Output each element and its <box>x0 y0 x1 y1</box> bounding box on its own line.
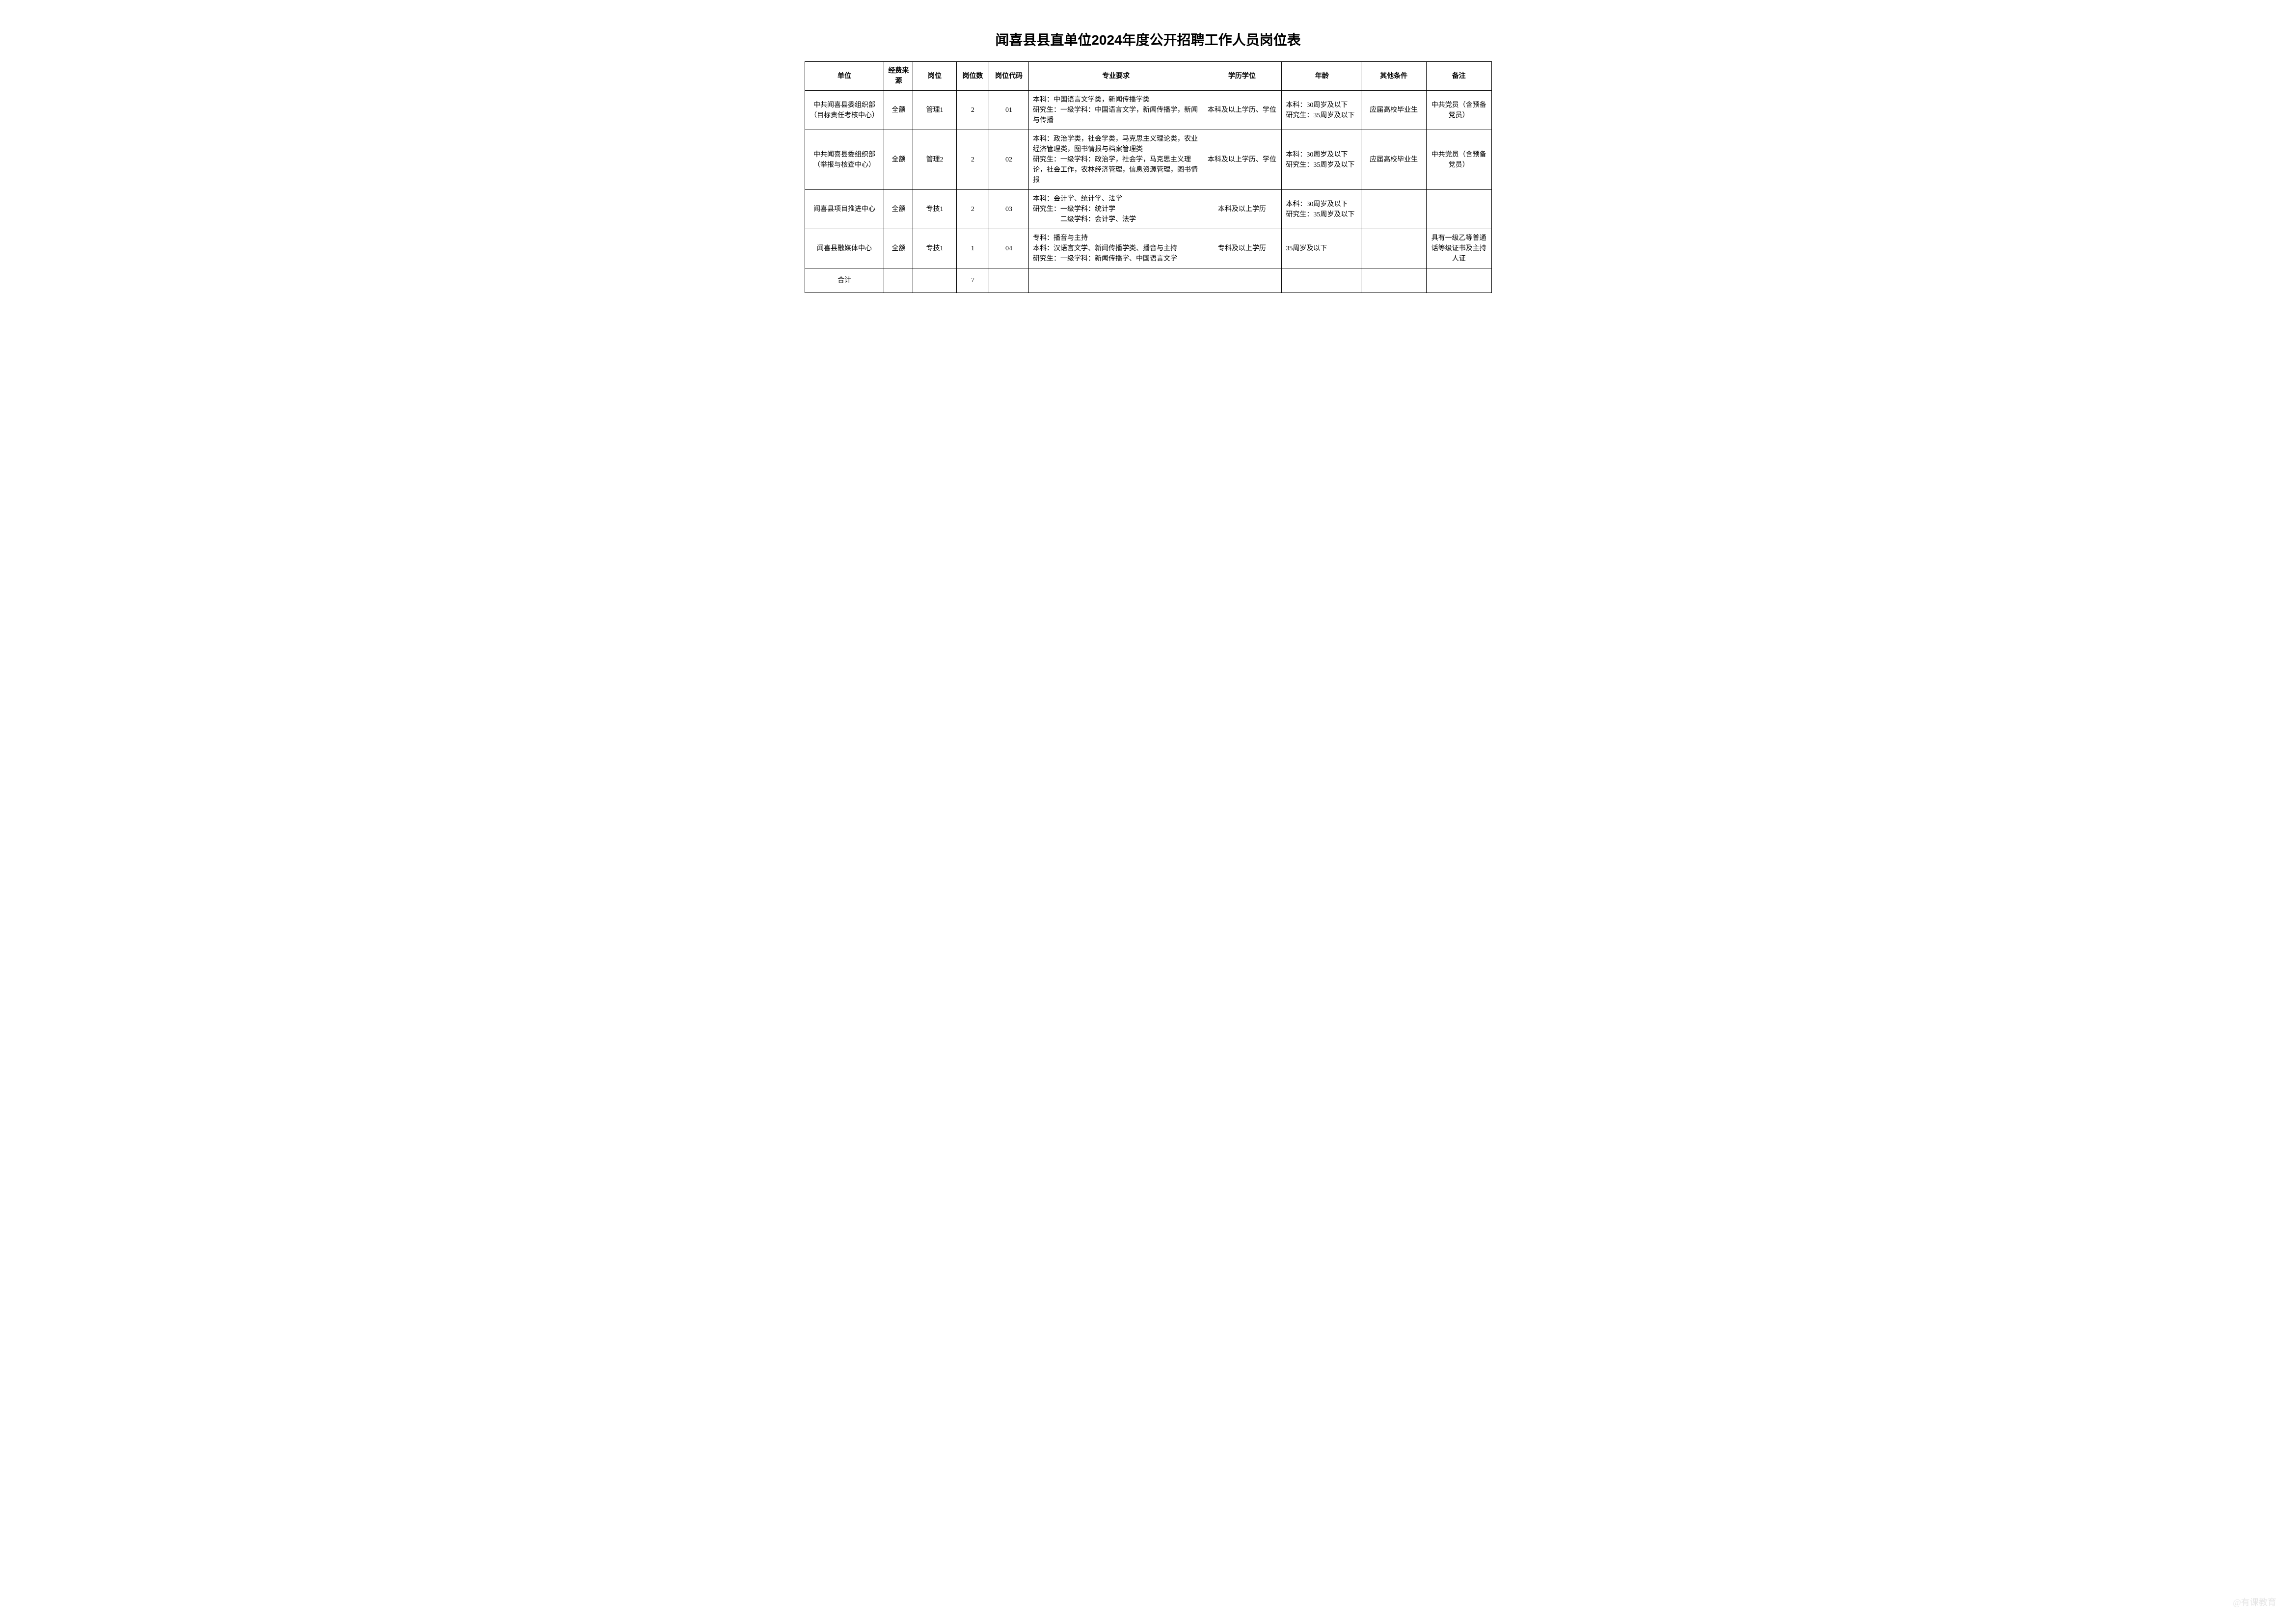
cell-unit: 闻喜县融媒体中心 <box>805 229 884 268</box>
total-cell <box>1282 268 1361 293</box>
watermark: @有课教育 <box>2233 1596 2276 1608</box>
cell-code: 01 <box>989 91 1028 130</box>
cell-other: 应届高校毕业生 <box>1361 91 1427 130</box>
header-major: 专业要求 <box>1028 62 1202 91</box>
cell-other <box>1361 190 1427 229</box>
cell-funding: 全额 <box>884 91 913 130</box>
cell-code: 04 <box>989 229 1028 268</box>
cell-count: 2 <box>956 190 989 229</box>
table-total-row: 合计 7 <box>805 268 1491 293</box>
total-cell <box>1361 268 1427 293</box>
cell-education: 本科及以上学历 <box>1202 190 1282 229</box>
cell-funding: 全额 <box>884 229 913 268</box>
total-cell <box>989 268 1028 293</box>
cell-major: 本科：会计学、统计学、法学研究生：一级学科：统计学 二级学科：会计学、法学 <box>1028 190 1202 229</box>
cell-age: 本科：30周岁及以下研究生：35周岁及以下 <box>1282 190 1361 229</box>
cell-other: 应届高校毕业生 <box>1361 130 1427 190</box>
cell-major: 专科：播音与主持本科：汉语言文学、新闻传播学类、播音与主持研究生：一级学科：新闻… <box>1028 229 1202 268</box>
document-container: 闻喜县县直单位2024年度公开招聘工作人员岗位表 单位 经费来源 岗位 岗位数 … <box>805 29 1492 293</box>
cell-position: 管理1 <box>913 91 956 130</box>
header-count: 岗位数 <box>956 62 989 91</box>
header-position: 岗位 <box>913 62 956 91</box>
cell-education: 专科及以上学历 <box>1202 229 1282 268</box>
header-code: 岗位代码 <box>989 62 1028 91</box>
cell-education: 本科及以上学历、学位 <box>1202 91 1282 130</box>
total-cell: 7 <box>956 268 989 293</box>
table-header-row: 单位 经费来源 岗位 岗位数 岗位代码 专业要求 学历学位 年龄 其他条件 备注 <box>805 62 1491 91</box>
cell-notes: 中共党员（含预备党员） <box>1426 91 1491 130</box>
cell-unit: 闻喜县项目推进中心 <box>805 190 884 229</box>
header-education: 学历学位 <box>1202 62 1282 91</box>
cell-code: 03 <box>989 190 1028 229</box>
total-cell <box>1028 268 1202 293</box>
cell-code: 02 <box>989 130 1028 190</box>
total-cell <box>913 268 956 293</box>
cell-count: 1 <box>956 229 989 268</box>
table-row: 中共闻喜县委组织部（举报与核查中心）全额管理2202本科：政治学类，社会学类，马… <box>805 130 1491 190</box>
table-row: 闻喜县融媒体中心全额专技1104专科：播音与主持本科：汉语言文学、新闻传播学类、… <box>805 229 1491 268</box>
cell-position: 管理2 <box>913 130 956 190</box>
total-cell <box>884 268 913 293</box>
cell-unit: 中共闻喜县委组织部（目标责任考核中心） <box>805 91 884 130</box>
cell-age: 35周岁及以下 <box>1282 229 1361 268</box>
cell-funding: 全额 <box>884 130 913 190</box>
cell-major: 本科：中国语言文学类，新闻传播学类研究生：一级学科：中国语言文学，新闻传播学，新… <box>1028 91 1202 130</box>
cell-count: 2 <box>956 91 989 130</box>
positions-table: 单位 经费来源 岗位 岗位数 岗位代码 专业要求 学历学位 年龄 其他条件 备注… <box>805 61 1492 293</box>
cell-notes: 具有一级乙等普通话等级证书及主持人证 <box>1426 229 1491 268</box>
total-cell <box>1426 268 1491 293</box>
cell-major: 本科：政治学类，社会学类，马克思主义理论类，农业经济管理类，图书情报与档案管理类… <box>1028 130 1202 190</box>
table-row: 闻喜县项目推进中心全额专技1203本科：会计学、统计学、法学研究生：一级学科：统… <box>805 190 1491 229</box>
total-cell <box>1202 268 1282 293</box>
cell-age: 本科：30周岁及以下研究生：35周岁及以下 <box>1282 91 1361 130</box>
header-funding: 经费来源 <box>884 62 913 91</box>
header-other: 其他条件 <box>1361 62 1427 91</box>
cell-age: 本科：30周岁及以下研究生：35周岁及以下 <box>1282 130 1361 190</box>
total-cell: 合计 <box>805 268 884 293</box>
cell-other <box>1361 229 1427 268</box>
cell-count: 2 <box>956 130 989 190</box>
cell-notes: 中共党员（含预备党员） <box>1426 130 1491 190</box>
table-row: 中共闻喜县委组织部（目标责任考核中心）全额管理1201本科：中国语言文学类，新闻… <box>805 91 1491 130</box>
header-age: 年龄 <box>1282 62 1361 91</box>
document-title: 闻喜县县直单位2024年度公开招聘工作人员岗位表 <box>805 29 1492 49</box>
cell-position: 专技1 <box>913 190 956 229</box>
header-notes: 备注 <box>1426 62 1491 91</box>
table-body: 中共闻喜县委组织部（目标责任考核中心）全额管理1201本科：中国语言文学类，新闻… <box>805 91 1491 293</box>
cell-funding: 全额 <box>884 190 913 229</box>
cell-position: 专技1 <box>913 229 956 268</box>
header-unit: 单位 <box>805 62 884 91</box>
cell-notes <box>1426 190 1491 229</box>
cell-unit: 中共闻喜县委组织部（举报与核查中心） <box>805 130 884 190</box>
cell-education: 本科及以上学历、学位 <box>1202 130 1282 190</box>
